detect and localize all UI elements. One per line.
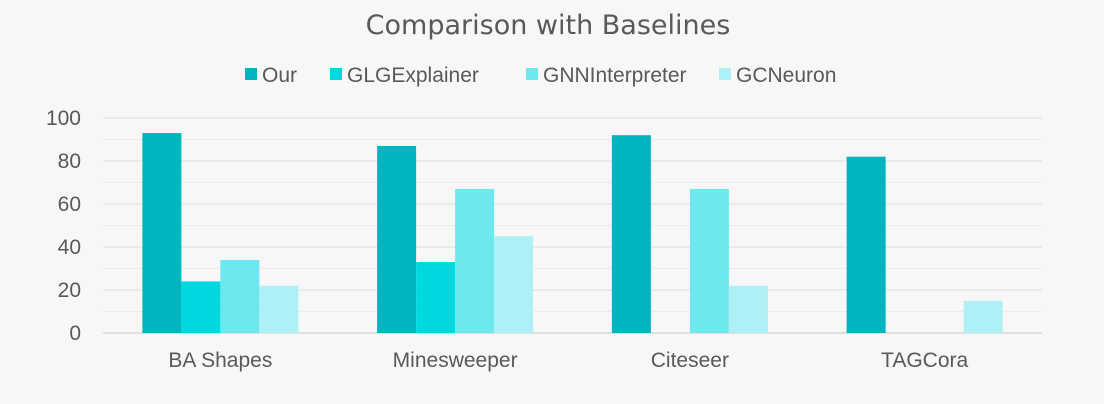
bar-gcneuron-citeseer bbox=[728, 285, 768, 333]
y-tick-label: 0 bbox=[69, 322, 81, 345]
bar-gnninterpreter-citeseer bbox=[689, 188, 729, 333]
bar-gcneuron-ba-shapes bbox=[259, 285, 299, 333]
x-category-label: Citeseer bbox=[651, 349, 729, 372]
legend: Our GLGExplainer GNNInterpreter GCNeuron bbox=[245, 64, 836, 87]
x-axis: BA Shapes Minesweeper Citeseer TAGCora bbox=[168, 349, 968, 372]
y-tick-label: 20 bbox=[58, 279, 81, 302]
legend-label: GNNInterpreter bbox=[543, 64, 687, 87]
x-category-label: BA Shapes bbox=[168, 349, 272, 372]
x-category-label: Minesweeper bbox=[393, 349, 518, 372]
y-tick-label: 40 bbox=[58, 236, 81, 259]
y-tick-label: 80 bbox=[58, 150, 81, 173]
x-category-label: TAGCora bbox=[881, 349, 968, 372]
y-tick-label: 60 bbox=[58, 193, 81, 216]
bar-gcneuron-tagcora bbox=[963, 300, 1003, 333]
chart-title: Comparison with Baselines bbox=[366, 10, 731, 41]
legend-label: GCNeuron bbox=[736, 64, 836, 87]
bar-our-tagcora bbox=[846, 156, 886, 333]
legend-swatch bbox=[330, 68, 342, 80]
y-axis: 0 20 40 60 80 100 bbox=[46, 107, 81, 345]
y-tick-label: 100 bbox=[46, 107, 81, 130]
bar-gnninterpreter-ba-shapes bbox=[220, 259, 260, 333]
bar-gnninterpreter-minesweeper bbox=[455, 188, 495, 333]
bar-gcneuron-minesweeper bbox=[494, 236, 534, 333]
legend-swatch bbox=[719, 68, 731, 80]
bar-glgexplainer-ba-shapes bbox=[181, 281, 221, 333]
legend-swatch bbox=[245, 68, 257, 80]
bar-our-ba-shapes bbox=[142, 133, 182, 333]
bar-our-citeseer bbox=[611, 135, 651, 333]
legend-swatch bbox=[526, 68, 538, 80]
legend-label: Our bbox=[262, 64, 297, 87]
bars bbox=[142, 133, 1003, 333]
legend-label: GLGExplainer bbox=[347, 64, 479, 87]
bar-our-minesweeper bbox=[377, 145, 417, 333]
bar-glgexplainer-minesweeper bbox=[416, 262, 456, 333]
